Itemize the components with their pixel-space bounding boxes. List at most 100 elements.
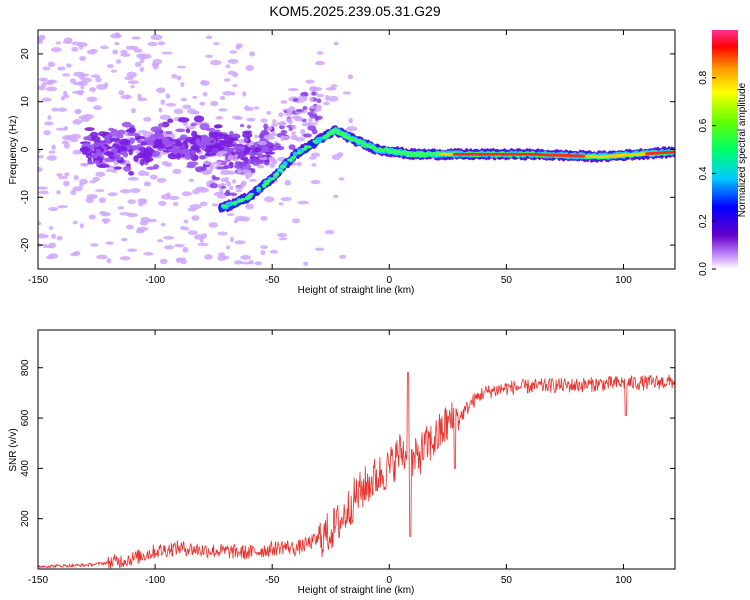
spectrum-blob: [120, 49, 128, 54]
spectrum-blob: [62, 40, 73, 44]
spectrum-blob: [217, 231, 228, 236]
spectrum-blob: [324, 229, 335, 235]
spectrum-blob: [182, 140, 188, 145]
spectrum-blob: [285, 118, 292, 123]
spectrum-blob: [119, 211, 131, 216]
spectrogram-plot-area: [38, 32, 675, 266]
spectrum-blob: [195, 138, 201, 145]
spectrum-blob: [158, 123, 164, 128]
spectrum-blob: [117, 206, 125, 210]
spectrum-blob: [214, 124, 223, 129]
spectrum-blob: [127, 176, 139, 181]
spectrum-blob: [310, 152, 321, 158]
spectrum-blob: [180, 82, 185, 88]
spectrum-blob: [41, 97, 52, 102]
spectrum-blob: [200, 166, 207, 172]
spectrum-blob: [173, 108, 184, 115]
spectrum-blob: [128, 171, 135, 176]
spectrum-blob: [182, 104, 192, 110]
spectrum-blob: [156, 177, 167, 183]
spectrum-blob: [88, 214, 96, 220]
spectrum-blob: [150, 34, 163, 41]
spectrum-blob: [220, 169, 230, 176]
spectrum-blob: [288, 144, 296, 150]
spectrum-blob: [217, 183, 222, 189]
spectrum-blob: [219, 95, 226, 100]
spectrum-blob: [80, 85, 85, 90]
spectrum-blob: [42, 243, 48, 248]
ridge-segment: [240, 197, 246, 201]
spectrum-blob: [231, 133, 240, 138]
ridge-segment: [306, 145, 312, 149]
spectrum-blob: [324, 94, 330, 101]
spectrum-blob: [38, 166, 43, 173]
spectrum-blob: [127, 132, 139, 137]
spectrum-blob: [100, 142, 106, 146]
spectrum-blob: [316, 51, 324, 55]
spectrum-blob: [38, 85, 46, 91]
ridge-segment: [296, 151, 302, 155]
spectrum-blob: [81, 162, 89, 167]
spectrum-blob: [311, 86, 319, 92]
spectrum-blob: [57, 205, 69, 209]
spectrum-blob: [159, 114, 172, 120]
spectrum-blob: [278, 237, 288, 241]
spectrum-blob: [129, 137, 135, 144]
spectrum-blob: [63, 180, 70, 187]
spectrum-blob: [327, 95, 339, 102]
spectrum-blob: [348, 117, 353, 124]
spectrum-blob: [225, 64, 231, 69]
spectrum-blob: [250, 144, 256, 150]
ridge-segment: [266, 179, 271, 183]
spectrum-blob: [168, 195, 180, 201]
spectrum-blob: [280, 100, 288, 104]
spectrum-blob: [86, 96, 98, 102]
spectrum-blob: [259, 133, 265, 139]
spectrum-blob: [131, 108, 136, 114]
spectrum-blob: [128, 148, 133, 156]
spectrum-blob: [242, 130, 253, 134]
spectrum-blob: [212, 176, 221, 181]
ridge-segment: [222, 204, 228, 208]
spectrum-blob: [182, 246, 189, 253]
spectrum-blob: [269, 157, 276, 163]
spectrum-blob: [161, 51, 173, 55]
spectrum-blob: [90, 243, 99, 247]
spectrum-blob: [164, 143, 173, 147]
y-tick-label: -10: [20, 190, 31, 205]
spectrum-blob: [266, 110, 272, 115]
spectrum-blob: [339, 254, 347, 259]
spectrum-blob: [163, 140, 172, 145]
spectrum-blob: [288, 127, 293, 131]
spectrum-blob: [287, 88, 299, 92]
spectrum-blob: [77, 91, 84, 96]
spectrum-blob: [100, 45, 109, 50]
spectrum-blob: [181, 191, 192, 197]
spectrum-blob: [128, 127, 136, 134]
spectrum-blob: [161, 160, 170, 166]
spectrum-blob: [95, 148, 101, 154]
spectrum-blob: [292, 98, 299, 102]
spectrum-blob: [204, 152, 212, 157]
spectrum-blob: [305, 79, 315, 84]
spectrum-blob: [136, 136, 146, 140]
spectrum-blob: [114, 32, 121, 38]
y-tick-label: 10: [20, 96, 31, 108]
spectrum-blob: [310, 179, 321, 185]
spectrum-blob: [338, 177, 345, 181]
spectrum-blob: [197, 242, 209, 247]
spectrum-blob: [269, 162, 275, 169]
spectrum-blob: [260, 147, 268, 153]
spectrum-blob: [106, 63, 114, 69]
spectrum-blob: [257, 140, 267, 146]
spectrum-blob: [210, 131, 220, 138]
ridge-segment: [360, 141, 365, 144]
spectrum-blob: [307, 122, 318, 126]
x-tick-label: 50: [501, 575, 513, 586]
spectrum-blob: [235, 45, 241, 50]
spectrum-blob: [190, 122, 197, 127]
spectrum-blob: [119, 138, 129, 146]
snr-frame: [37, 329, 676, 570]
spectrum-blob: [237, 168, 242, 174]
